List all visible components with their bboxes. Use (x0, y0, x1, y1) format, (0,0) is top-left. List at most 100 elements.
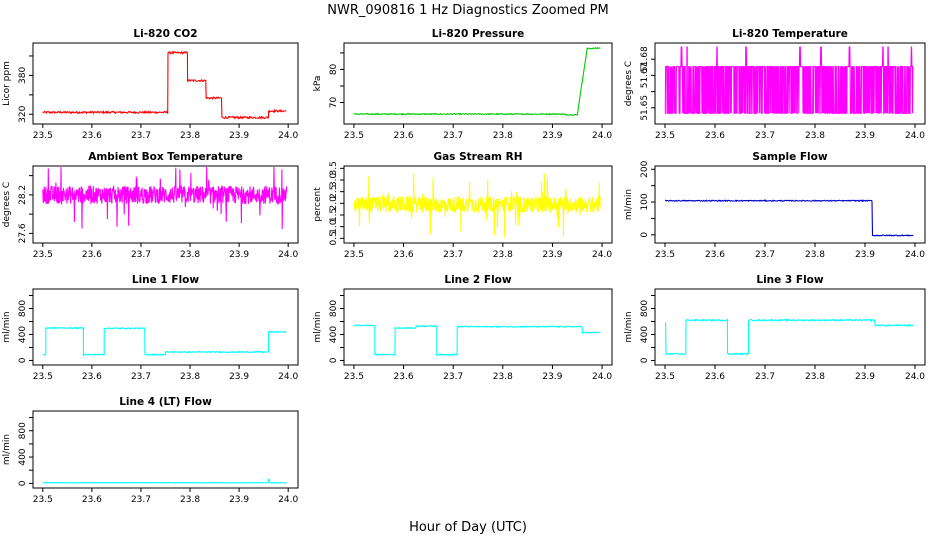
y-tick-label: 400 (18, 448, 28, 465)
y-tick-label: 0.5 (329, 231, 339, 245)
y-axis-label: degrees C (2, 182, 12, 227)
panel-8: Line 2 Flow ml/min 23.5 23.6 23.7 23.8 23.9 24.… (313, 274, 613, 382)
x-tick-label: 23.7 (755, 131, 775, 141)
x-tick-label: 23.9 (855, 372, 875, 382)
y-tick-label: 800 (18, 300, 28, 317)
x-tick-label: 23.7 (131, 131, 151, 141)
y-tick-label: 28.2 (18, 185, 28, 205)
y-tick-label: 400 (329, 326, 339, 343)
y-axis-label: ml/min (2, 434, 12, 465)
x-tick-label: 23.7 (755, 250, 775, 260)
y-tick-label: 2.0 (329, 196, 339, 211)
plot-frame (654, 165, 926, 244)
x-tick-label: 23.6 (394, 131, 414, 141)
x-tick-label: 23.5 (344, 131, 364, 141)
y-axis-label: ml/min (313, 311, 323, 342)
panel-5: Gas Stream RH percent 23.5 23.6 23.7 23.8 23.9… (313, 151, 613, 260)
x-tick-label: 23.5 (33, 131, 53, 141)
panel-title: Line 3 Flow (756, 274, 823, 286)
x-tick-label: 23.5 (33, 250, 53, 260)
plot-frame (32, 165, 299, 244)
y-tick-label: 2.5 (329, 185, 339, 199)
y-tick-label: 100 (640, 193, 650, 210)
x-tick-label: 23.7 (131, 250, 151, 260)
x-tick-label: 24.0 (278, 131, 298, 141)
x-tick-label: 23.7 (131, 495, 151, 505)
y-axis-label: ml/min (624, 189, 634, 220)
y-tick-label: 0 (18, 480, 28, 486)
x-tick-label: 23.5 (344, 372, 364, 382)
panel-1: Li-820 CO2 Licor ppm 23.5 23.6 23.7 23.8 23.9 2… (2, 28, 299, 141)
y-tick-label: 0 (18, 357, 28, 363)
x-tick-label: 23.5 (344, 250, 364, 260)
x-tick-label: 23.9 (855, 250, 875, 260)
panel-title: Ambient Box Temperature (88, 151, 243, 163)
x-tick-label: 23.5 (655, 372, 675, 382)
x-tick-label: 23.8 (180, 131, 200, 141)
panel-9: Line 3 Flow ml/min 23.5 23.6 23.7 23.8 23.9 24.… (624, 274, 926, 382)
x-tick-label: 23.7 (443, 372, 463, 382)
x-tick-label: 23.8 (493, 250, 513, 260)
plot-frame (32, 288, 299, 366)
panels: Li-820 CO2 Licor ppm 23.5 23.6 23.7 23.8 23.9 2… (2, 28, 926, 505)
x-tick-label: 23.8 (805, 250, 825, 260)
panel-title: Line 2 Flow (444, 274, 511, 286)
x-tick-label: 23.6 (705, 250, 725, 260)
x-tick-label: 24.0 (905, 372, 925, 382)
y-tick-label: 0 (640, 357, 650, 363)
x-tick-label: 24.0 (278, 250, 298, 260)
figure-xlabel: Hour of Day (UTC) (409, 520, 527, 535)
panel-2: Li-820 Pressure kPa 23.5 23.6 23.7 23.8 23.9 24… (313, 28, 613, 141)
y-tick-label: 800 (329, 300, 339, 317)
y-tick-label: 400 (18, 326, 28, 343)
x-tick-label: 23.9 (542, 372, 562, 382)
x-tick-label: 23.9 (542, 250, 562, 260)
x-tick-label: 23.8 (805, 372, 825, 382)
y-tick-label: 51.67 (640, 63, 650, 89)
x-tick-label: 23.7 (755, 372, 775, 382)
y-tick-label: 3.0 (329, 173, 339, 188)
plot-frame (654, 42, 926, 125)
x-tick-label: 23.9 (229, 495, 249, 505)
x-tick-label: 23.5 (655, 250, 675, 260)
x-tick-label: 23.7 (443, 250, 463, 260)
y-tick-label: 3.5 (329, 161, 339, 175)
x-tick-label: 23.8 (180, 250, 200, 260)
y-tick-label: 320 (18, 105, 28, 122)
series-line (353, 324, 601, 357)
y-tick-label: 1.0 (329, 219, 339, 234)
series-line (664, 46, 914, 114)
panel-title: Li-820 Temperature (732, 28, 848, 40)
series-line (42, 478, 287, 484)
x-tick-label: 23.6 (705, 372, 725, 382)
panel-10: Line 4 (LT) Flow ml/min 23.5 23.6 23.7 23.8 23… (2, 396, 299, 505)
panel-4: Ambient Box Temperature degrees C 23.5 23.6… (2, 151, 299, 260)
plot-frame (343, 288, 613, 366)
y-tick-label: 0 (640, 232, 650, 238)
x-tick-label: 24.0 (592, 372, 612, 382)
plot-frame (32, 410, 299, 489)
series-line (353, 172, 602, 238)
x-tick-label: 24.0 (905, 131, 925, 141)
panel-6: Sample Flow ml/min 23.5 23.6 23.7 23.8 23.9 24.… (624, 151, 926, 260)
plot-frame (654, 288, 926, 366)
x-tick-label: 23.9 (229, 131, 249, 141)
y-tick-label: 0 (329, 357, 339, 363)
x-tick-label: 23.8 (493, 131, 513, 141)
series-line (353, 46, 601, 117)
x-tick-label: 24.0 (278, 495, 298, 505)
y-tick-label: 200 (640, 160, 650, 177)
y-axis-label: kPa (313, 76, 323, 92)
panel-7: Line 1 Flow ml/min 23.5 23.6 23.7 23.8 23.9 24.… (2, 274, 299, 382)
x-tick-label: 23.6 (394, 372, 414, 382)
y-tick-label: 27.6 (18, 223, 28, 243)
y-axis-label: Licor ppm (2, 61, 12, 106)
panel-title: Line 1 Flow (132, 274, 199, 286)
x-tick-label: 24.0 (592, 131, 612, 141)
y-tick-label: 51.68 (640, 46, 650, 72)
y-tick-label: 70 (329, 97, 339, 109)
x-tick-label: 23.9 (542, 131, 562, 141)
y-tick-label: 800 (18, 422, 28, 439)
x-tick-label: 23.9 (229, 250, 249, 260)
figure-title: NWR_090816 1 Hz Diagnostics Zoomed PM (327, 3, 609, 18)
